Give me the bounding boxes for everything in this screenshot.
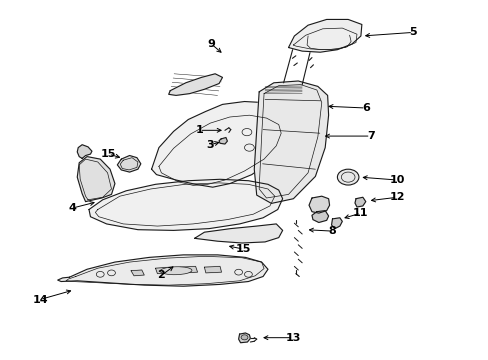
Text: 3: 3: [206, 140, 214, 150]
Polygon shape: [58, 255, 267, 286]
Text: 12: 12: [388, 192, 404, 202]
Polygon shape: [89, 179, 282, 230]
Text: 8: 8: [328, 226, 336, 236]
Polygon shape: [311, 211, 328, 222]
Polygon shape: [155, 267, 172, 274]
Polygon shape: [354, 197, 365, 207]
Text: 15: 15: [101, 149, 116, 159]
Polygon shape: [238, 333, 250, 343]
Text: 10: 10: [388, 175, 404, 185]
Polygon shape: [288, 19, 361, 52]
Ellipse shape: [160, 267, 191, 275]
Text: 9: 9: [207, 39, 215, 49]
Polygon shape: [117, 156, 141, 172]
Circle shape: [337, 169, 358, 185]
Polygon shape: [168, 74, 222, 95]
Polygon shape: [77, 145, 92, 158]
Text: 7: 7: [366, 131, 374, 141]
Text: 11: 11: [352, 208, 368, 218]
Text: 6: 6: [361, 103, 369, 113]
Text: 1: 1: [195, 125, 203, 135]
Text: 14: 14: [32, 294, 48, 305]
Text: 5: 5: [408, 27, 416, 37]
Text: 13: 13: [285, 333, 301, 343]
Polygon shape: [180, 266, 197, 273]
Text: 4: 4: [68, 203, 76, 213]
Polygon shape: [77, 157, 115, 202]
Polygon shape: [331, 218, 342, 229]
Text: 2: 2: [157, 270, 165, 280]
Polygon shape: [308, 196, 329, 213]
Text: 15: 15: [235, 244, 251, 254]
Polygon shape: [194, 224, 282, 243]
Polygon shape: [204, 266, 221, 273]
Circle shape: [241, 335, 247, 340]
Polygon shape: [131, 270, 144, 276]
Polygon shape: [219, 138, 227, 144]
Polygon shape: [254, 81, 328, 203]
Polygon shape: [151, 102, 288, 187]
